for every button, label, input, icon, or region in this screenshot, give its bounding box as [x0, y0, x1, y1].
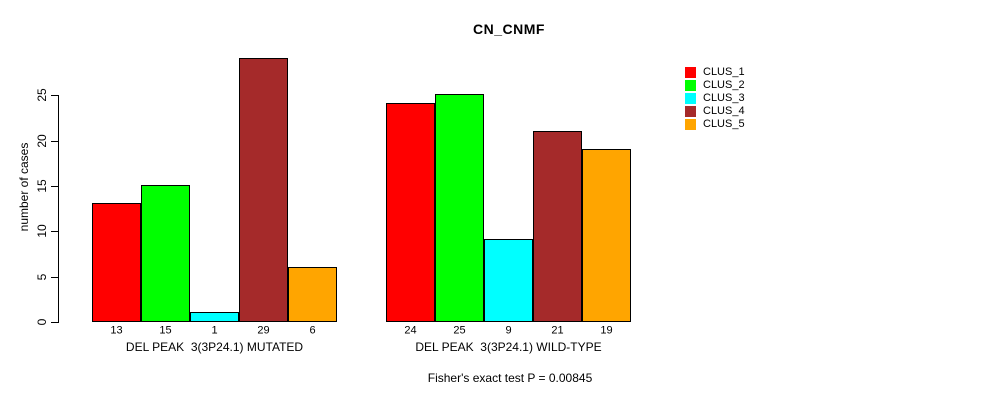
bar-value-label: 6	[309, 324, 316, 337]
bar-value-label: 15	[159, 324, 172, 337]
bar-clus_4-group2	[533, 131, 582, 322]
bar-clus_5-group1	[288, 267, 337, 322]
y-axis-tick-label: 15	[35, 179, 49, 193]
legend-swatch-clus-2	[685, 80, 696, 91]
legend-item-clus-1: CLUS_1	[685, 66, 745, 79]
y-axis-tick-label: 5	[35, 273, 49, 281]
x-axis-group-label: DEL PEAK 3(3P24.1) MUTATED	[125, 340, 304, 354]
legend-swatch-clus-3	[685, 93, 696, 104]
y-axis-tick	[51, 141, 59, 142]
fisher-test-annotation: Fisher's exact test P = 0.00845	[427, 371, 593, 385]
y-axis-tick	[51, 322, 59, 323]
legend-swatch-clus-1	[685, 67, 696, 78]
legend-label: CLUS_2	[703, 79, 745, 91]
bar-value-label: 29	[257, 324, 270, 337]
bar-clus_1-group1	[92, 203, 141, 322]
y-axis-tick-label: 10	[35, 224, 49, 238]
x-axis-group-label: DEL PEAK 3(3P24.1) WILD-TYPE	[415, 340, 602, 354]
legend-item-clus-4: CLUS_4	[685, 105, 745, 118]
bar-clus_5-group2	[582, 149, 631, 322]
bar-clus_3-group2	[484, 239, 533, 322]
y-axis-tick	[51, 231, 59, 232]
legend-label: CLUS_5	[703, 118, 745, 130]
bar-value-label: 25	[453, 324, 466, 337]
bar-clus_4-group1	[239, 58, 288, 322]
bar-clus_2-group2	[435, 94, 484, 322]
bar-value-label: 9	[505, 324, 512, 337]
y-axis-tick-label: 0	[35, 318, 49, 326]
bar-value-label: 13	[110, 324, 123, 337]
chart-title: CN_CNMF	[473, 21, 545, 37]
bar-value-label: 24	[404, 324, 417, 337]
legend-swatch-clus-4	[685, 106, 696, 117]
legend-swatch-clus-5	[685, 119, 696, 130]
y-axis-tick	[51, 186, 59, 187]
y-axis-tick-label: 25	[35, 88, 49, 102]
y-axis-label: number of cases	[17, 142, 31, 232]
y-axis-line	[58, 95, 59, 322]
legend-item-clus-2: CLUS_2	[685, 79, 745, 92]
legend-label: CLUS_4	[703, 105, 745, 117]
bar-clus_2-group1	[141, 185, 190, 322]
y-axis-tick	[51, 277, 59, 278]
legend: CLUS_1 CLUS_2 CLUS_3 CLUS_4 CLUS_5	[685, 66, 745, 131]
y-axis-tick	[51, 95, 59, 96]
legend-item-clus-3: CLUS_3	[685, 92, 745, 105]
bar-value-label: 1	[211, 324, 218, 337]
bar-clus_3-group1	[190, 312, 239, 322]
y-axis-tick-label: 20	[35, 134, 49, 148]
legend-label: CLUS_3	[703, 92, 745, 104]
bar-value-label: 21	[551, 324, 564, 337]
bar-value-label: 19	[600, 324, 613, 337]
legend-item-clus-5: CLUS_5	[685, 118, 745, 131]
legend-label: CLUS_1	[703, 66, 745, 78]
bar-clus_1-group2	[386, 103, 435, 322]
